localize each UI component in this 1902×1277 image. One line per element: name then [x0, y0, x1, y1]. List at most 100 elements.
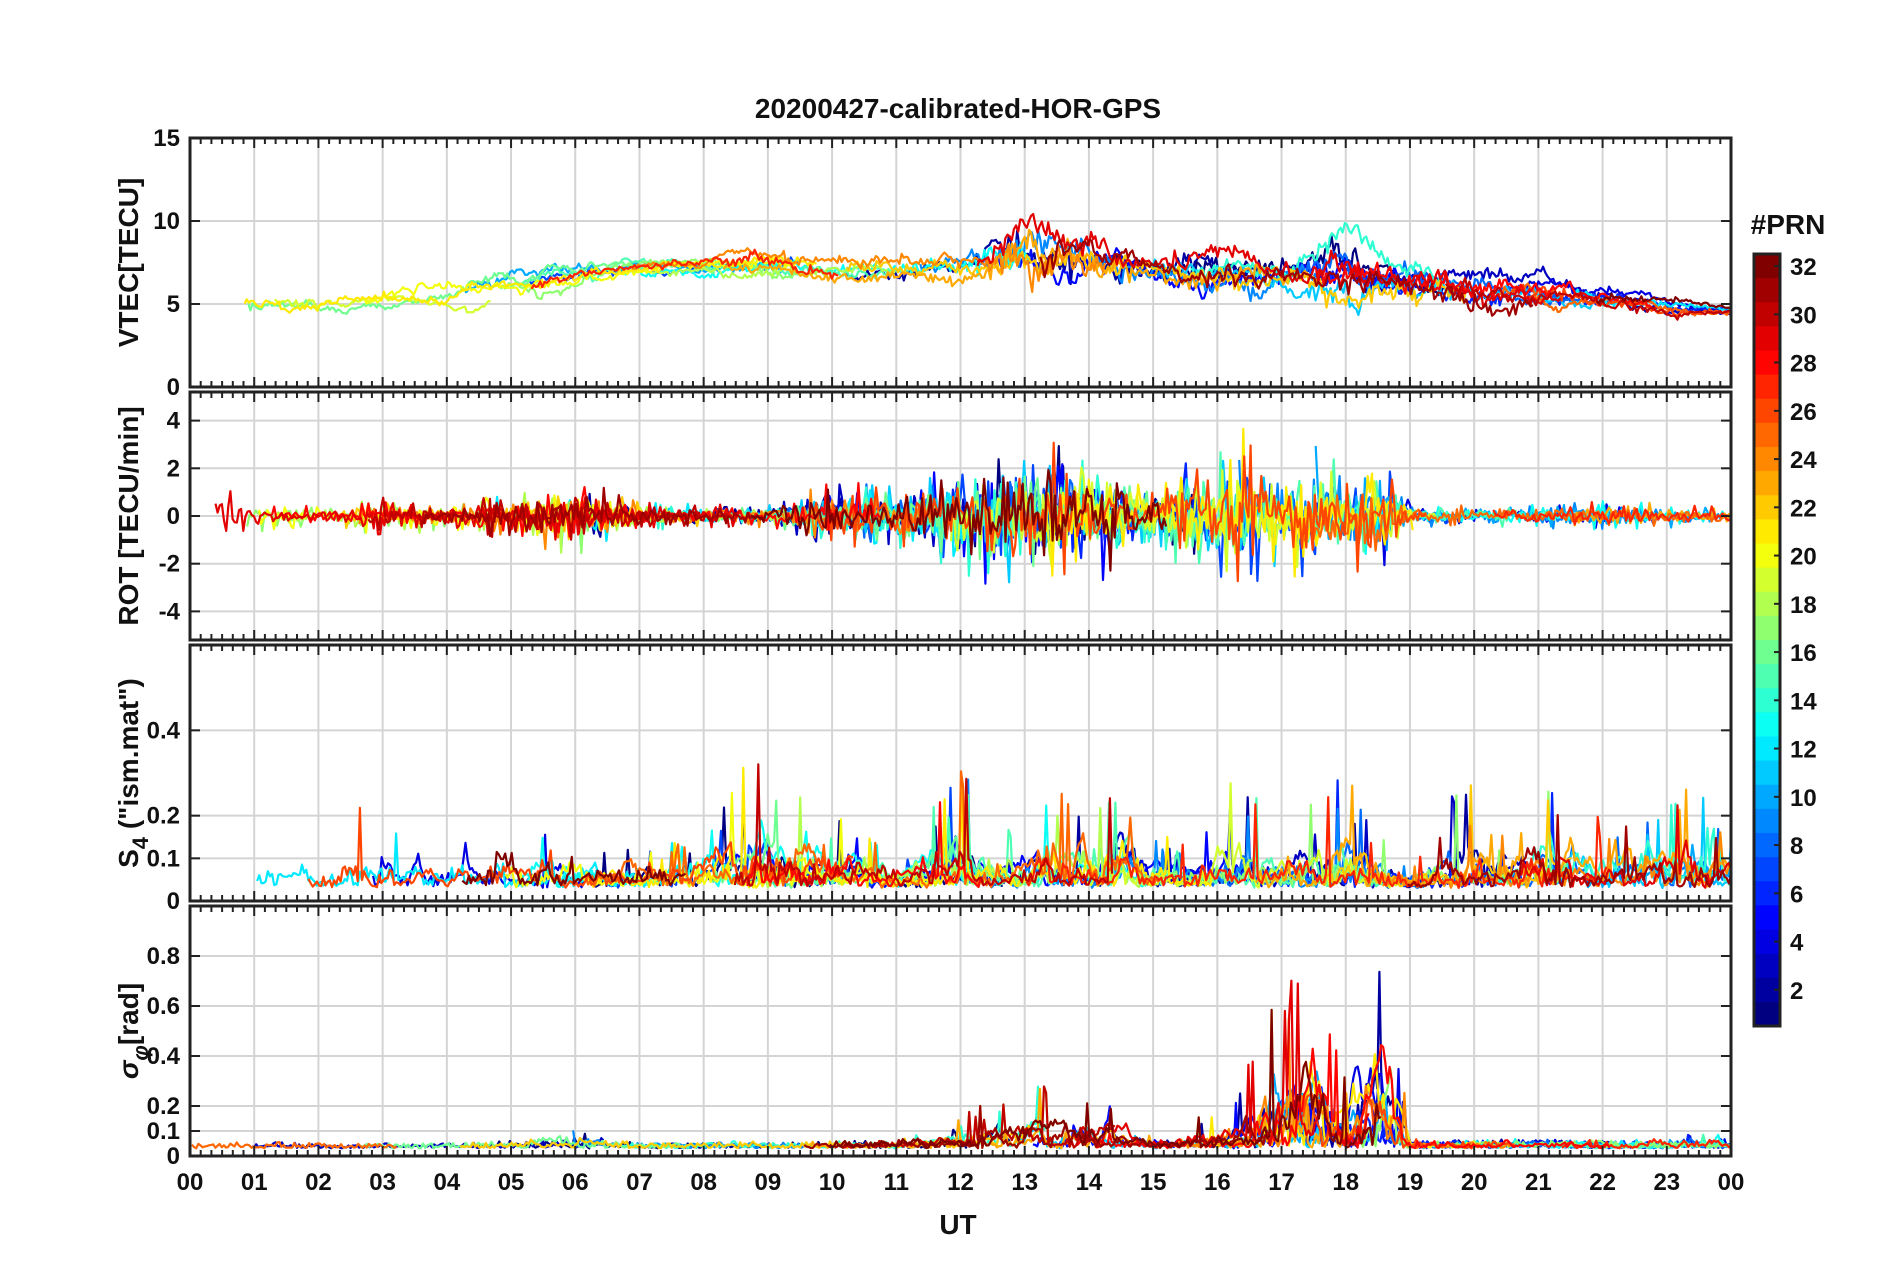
series-line-prn-32 [461, 850, 687, 887]
colorbar-swatch-5 [1754, 905, 1780, 931]
colorbar-swatch-17 [1754, 615, 1780, 641]
x-tick-label: 06 [562, 1169, 589, 1196]
colorbar-frame [1752, 252, 1782, 1028]
series-line-prn-29 [214, 490, 742, 541]
series-line-prn-31 [422, 486, 764, 538]
series-line-prn-30 [1444, 276, 1731, 321]
x-tick-label: 19 [1397, 1169, 1424, 1196]
x-tick-label: 03 [369, 1169, 396, 1196]
y-tick-label: 0 [167, 503, 180, 530]
x-tick-label: 10 [819, 1169, 846, 1196]
y-tick-label: 0.1 [147, 845, 180, 872]
colorbar-swatch-3 [1754, 953, 1780, 979]
y-tick-label: 15 [153, 125, 180, 152]
x-tick-label: 21 [1525, 1169, 1552, 1196]
y-axis-label-sub: 4 [128, 836, 153, 849]
colorbar-tick-label: 18 [1790, 592, 1817, 619]
x-tick-label: 11 [884, 1169, 909, 1196]
colorbar-tick-label: 12 [1790, 737, 1817, 764]
colorbar-label: #PRN [1751, 209, 1826, 240]
series-group [243, 213, 1731, 321]
x-tick-label: 16 [1204, 1169, 1231, 1196]
panel-s4: 00.10.20.4S4 ("ism.mat") [113, 643, 1733, 915]
y-tick-label: -2 [159, 551, 180, 578]
series-line-prn-30 [733, 763, 1114, 887]
colorbar-swatch-15 [1754, 664, 1780, 689]
x-axis-label: UT [939, 1209, 976, 1240]
series-line-prn-27 [1025, 795, 1608, 890]
series-line-prn-21 [243, 254, 817, 314]
x-tick-label: 01 [241, 1169, 268, 1196]
colorbar-swatch-7 [1754, 857, 1780, 882]
x-tick-label: 12 [947, 1169, 974, 1196]
colorbar-tick-label: 6 [1790, 881, 1803, 908]
colorbar-swatch-27 [1754, 374, 1780, 400]
x-tick-label: 14 [1076, 1169, 1103, 1196]
colorbar-tick-label: 14 [1790, 688, 1817, 715]
colorbar-swatch-31 [1754, 278, 1780, 303]
x-tick-label: 05 [498, 1169, 525, 1196]
series-line-prn-22 [845, 250, 1467, 309]
x-tick-label: 09 [755, 1169, 782, 1196]
y-tick-label: 0 [167, 888, 180, 915]
series-line-prn-32 [750, 468, 1168, 572]
series-line-prn-27 [1561, 1138, 1731, 1150]
x-tick-label: 08 [690, 1169, 717, 1196]
series-group [256, 763, 1731, 890]
series-group [191, 970, 1731, 1150]
colorbar-swatch-21 [1754, 519, 1780, 545]
y-tick-label: 2 [167, 455, 180, 482]
x-tick-label: 20 [1461, 1169, 1488, 1196]
x-tick-label: 00 [177, 1169, 204, 1196]
x-tick-label: 22 [1589, 1169, 1616, 1196]
y-tick-label: 4 [167, 408, 181, 435]
colorbar-swatch-19 [1754, 567, 1780, 593]
colorbar-tick-label: 8 [1790, 833, 1803, 860]
series-line-prn-31 [1039, 238, 1534, 317]
series-line-prn-14 [1190, 222, 1443, 288]
series-line-prn-31 [1407, 813, 1731, 889]
colorbar-tick-label: 20 [1790, 544, 1817, 571]
colorbar-tick-label: 26 [1790, 399, 1817, 426]
x-tick-label: 18 [1332, 1169, 1359, 1196]
colorbar-tick-label: 32 [1790, 254, 1817, 281]
colorbar-tick-label: 4 [1790, 930, 1804, 957]
y-tick-label: 0.4 [147, 1043, 181, 1070]
colorbar-swatch-13 [1754, 712, 1780, 738]
colorbar-tick-label: 10 [1790, 785, 1817, 812]
series-line-prn-28 [746, 801, 984, 889]
series-line-prn-20 [363, 256, 791, 305]
colorbar-tick-label: 28 [1790, 351, 1817, 378]
x-tick-label: 00 [1718, 1169, 1745, 1196]
colorbar-swatch-11 [1754, 760, 1780, 786]
colorbar-tick-label: 22 [1790, 495, 1817, 522]
y-tick-label: 0 [167, 374, 180, 401]
y-axis-label-rest: ("ism.mat") [113, 678, 144, 837]
x-tick-label: 17 [1268, 1169, 1295, 1196]
y-tick-label: 10 [153, 208, 180, 235]
series-line-prn-26 [811, 441, 1428, 583]
colorbar-swatch-23 [1754, 471, 1780, 496]
y-tick-label: 0.1 [147, 1118, 180, 1145]
series-line-prn-25 [191, 1140, 398, 1150]
y-tick-label: 5 [167, 291, 180, 318]
series-line-prn-27 [1492, 501, 1731, 526]
colorbar-swatch-29 [1754, 326, 1780, 352]
y-tick-label: 0.6 [147, 993, 180, 1020]
colorbar-tick-label: 16 [1790, 640, 1817, 667]
y-tick-label: -4 [159, 598, 181, 625]
x-tick-label: 15 [1140, 1169, 1167, 1196]
chart-title: 20200427-calibrated-HOR-GPS [755, 93, 1161, 124]
y-tick-label: 0 [167, 1143, 180, 1170]
x-tick-label: 02 [305, 1169, 332, 1196]
x-tick-label: 04 [433, 1169, 460, 1196]
colorbar-swatch-1 [1754, 1001, 1780, 1027]
series-line-prn-32 [829, 1008, 1382, 1150]
panel-vtec: 0 5 10 15 VTEC[TECU] [113, 125, 1733, 401]
y-tick-label: 0.2 [147, 803, 180, 830]
panel-sigma_phi: 00.10.2 0.4 0.6 0.8 σφ[rad] [113, 904, 1733, 1170]
colorbar-tick-label: 2 [1790, 978, 1803, 1005]
